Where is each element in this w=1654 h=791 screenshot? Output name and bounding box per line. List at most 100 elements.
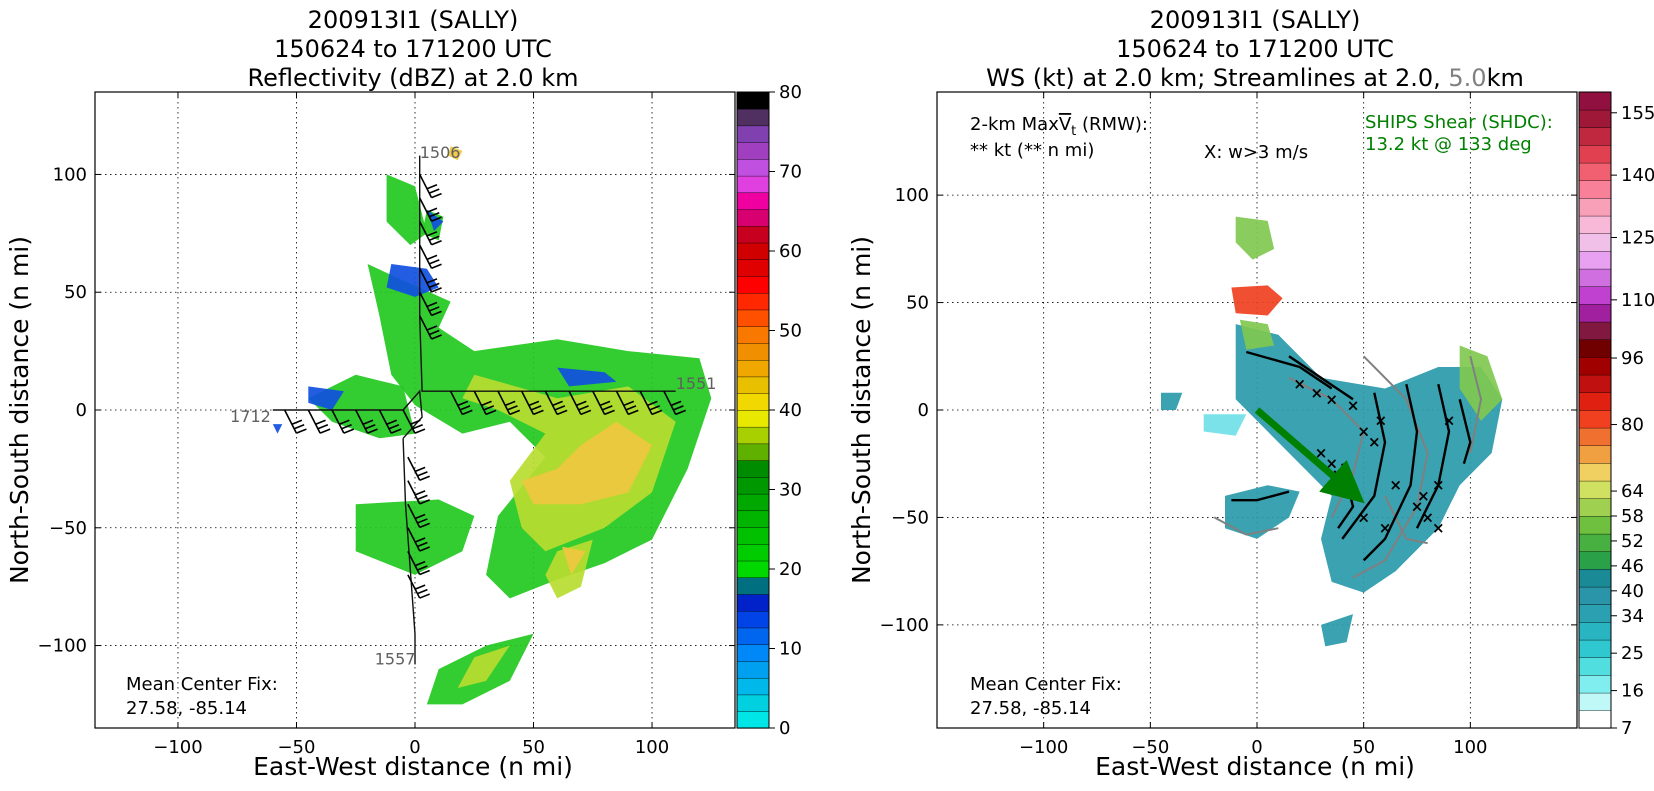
echo-region-mid <box>457 645 510 688</box>
refl-colorbar-swatch <box>736 242 770 260</box>
ws-colorbar-swatch <box>1578 127 1612 146</box>
refl-colorbar-tick-label: 70 <box>779 162 802 183</box>
refl-colorbar-swatch <box>736 476 770 495</box>
wind-barb-feather <box>419 569 430 576</box>
ws-colorbar-tick-label: 34 <box>1621 606 1644 627</box>
wind-barb-feather <box>604 409 615 416</box>
wind-barb-feather <box>428 259 440 265</box>
wind-barb-feather <box>426 183 438 190</box>
refl-colorbar-swatch <box>736 510 770 528</box>
right-xtick-label: −100 <box>1019 737 1068 758</box>
refl-colorbar-swatch <box>736 627 770 645</box>
echo-region-high <box>521 421 652 505</box>
flight-track-leg <box>419 155 676 392</box>
wind-barb-feather <box>649 405 661 411</box>
refl-colorbar-swatch <box>736 610 770 629</box>
wind-barb-feather <box>367 428 378 434</box>
wind-barb-feather <box>578 405 589 411</box>
ws-colorbar-swatch <box>1578 498 1612 517</box>
wind-barb-feather <box>296 428 307 434</box>
wind-barb-feather <box>417 541 428 548</box>
wind-speed-colorbar: 7 16 25 34 40 46 52 58 64 80 96 110 125 140 155 <box>1578 91 1654 739</box>
shear-vector <box>1254 407 1365 504</box>
refl-colorbar-tick-label: 60 <box>779 241 802 262</box>
right-xtick-label: 0 <box>1251 737 1262 758</box>
streamline-2km <box>1362 383 1419 562</box>
wind-barb-feather <box>431 310 442 317</box>
flight-track-leg <box>272 389 423 439</box>
wind-barb-feather <box>627 409 639 416</box>
wind-barb-feather <box>431 287 442 293</box>
wind-barb-feather <box>504 400 516 407</box>
refl-colorbar-swatch <box>736 158 770 177</box>
streamlines <box>1213 350 1483 579</box>
left-xtick-label: −100 <box>153 737 202 758</box>
ws-colorbar-tick-label: 58 <box>1621 506 1644 527</box>
ws-colorbar-tick-label: 64 <box>1621 481 1644 502</box>
right-xtick-label: 50 <box>1352 737 1375 758</box>
wind-barb-feather <box>362 419 374 426</box>
refl-colorbar-tick-label: 80 <box>779 82 802 103</box>
refl-colorbar-tick-label: 50 <box>779 321 802 342</box>
refl-colorbar-swatch <box>736 493 770 512</box>
wind-barb-feather <box>428 306 440 312</box>
refl-colorbar-swatch <box>736 208 770 227</box>
wind-barb-feather <box>580 409 592 416</box>
updraft-marker: × <box>1357 422 1370 440</box>
wind-barb-feather <box>390 428 402 434</box>
right-title-3c: km <box>1487 64 1524 92</box>
wind-barb-feather <box>428 188 440 194</box>
refl-colorbar-swatch <box>736 192 770 210</box>
echo-region-low <box>367 264 712 599</box>
wind-barb-feather <box>426 301 438 308</box>
ws-colorbar-swatch <box>1578 639 1612 658</box>
right-center-fix-label: Mean Center Fix: <box>970 674 1122 695</box>
refl-colorbar-swatch <box>736 108 770 127</box>
ws-region-red <box>1231 285 1283 316</box>
right-center-fix-value: 27.58, -85.14 <box>970 698 1091 719</box>
wind-barb-feather <box>481 400 492 407</box>
wind-barb-feather <box>509 409 521 416</box>
refl-colorbar-swatch <box>736 275 770 294</box>
refl-colorbar-swatch <box>736 711 770 729</box>
reflectivity-colorbar: 0 10 20 30 40 50 60 70 80 <box>736 82 802 739</box>
left-xtick-label: 0 <box>409 737 420 758</box>
shear-value: 13.2 kt @ 133 deg <box>1365 134 1532 155</box>
ws-colorbar-swatch <box>1578 268 1612 287</box>
right-title-line-2: 150624 to 171200 UTC <box>1116 35 1394 63</box>
right-title-3b: 5.0 <box>1448 64 1486 92</box>
wind-barb-shaft <box>407 574 421 599</box>
wind-speed-panel: 200913I1 (SALLY) 150624 to 171200 UTC WS… <box>847 6 1654 781</box>
wind-barb-feather <box>426 254 438 261</box>
ws-colorbar-swatch <box>1578 91 1612 111</box>
left-ytick-label: 50 <box>64 282 87 303</box>
right-title-3a: WS (kt) at 2.0 km; Streamlines at 2.0, <box>986 64 1448 92</box>
ws-colorbar-tick-label: 7 <box>1621 718 1632 739</box>
wind-barb-feather <box>462 409 473 416</box>
wind-barb-feather <box>388 423 400 430</box>
refl-colorbar-swatch <box>736 526 770 545</box>
wind-barb-feather <box>675 409 686 416</box>
ws-colorbar-swatch <box>1578 568 1612 588</box>
wind-barb-feather <box>431 239 442 246</box>
updraft-marker: × <box>1432 519 1445 537</box>
right-ytick-label: 0 <box>918 400 929 421</box>
streamline-5km <box>1384 495 1428 545</box>
wind-barb-feather <box>428 211 440 218</box>
flight-track-time-label: 1551 <box>676 374 717 393</box>
refl-colorbar-swatch <box>736 175 770 194</box>
wind-barb-feather <box>507 405 518 411</box>
wind-barb-feather <box>528 400 540 407</box>
streamline-5km <box>1469 356 1483 454</box>
ws-colorbar-swatch <box>1578 180 1612 199</box>
wind-barb-feather <box>426 207 438 214</box>
ws-region-light <box>1203 414 1247 436</box>
max-vt-prefix: 2-km Max <box>970 114 1059 135</box>
refl-colorbar-swatch <box>736 326 770 344</box>
right-ytick-label: −50 <box>891 507 929 528</box>
streamline-2km <box>1415 383 1451 529</box>
wind-barb-feather <box>428 282 440 289</box>
wind-barb-feather <box>414 537 426 543</box>
updraft-marker: × <box>1310 384 1323 402</box>
updraft-marker: × <box>1293 375 1306 393</box>
